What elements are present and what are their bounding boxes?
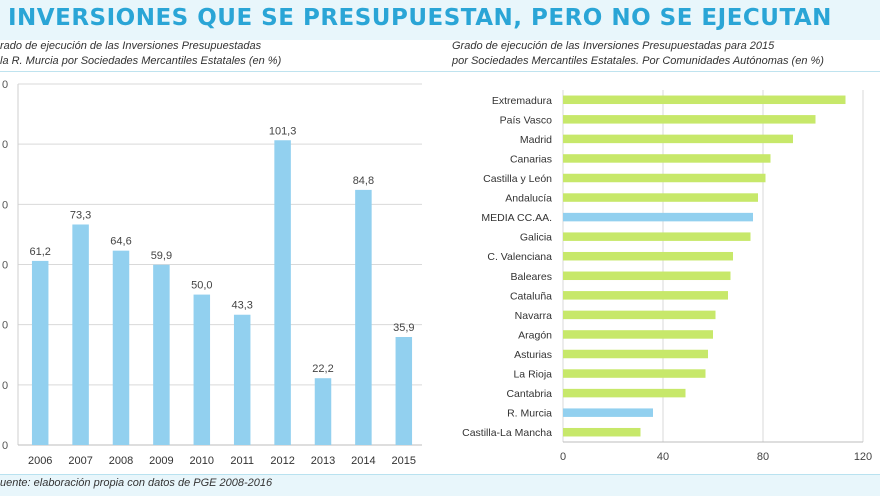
left-y-tick-label: 0 (2, 380, 8, 392)
right-subtitle-line1: Grado de ejecución de las Inversiones Pr… (452, 40, 775, 52)
right-category-label: Castilla y León (483, 173, 552, 185)
right-bar (563, 115, 816, 124)
left-x-tick-label: 2015 (392, 455, 416, 467)
right-chart-subtitle: Grado de ejecución de las Inversiones Pr… (452, 39, 824, 69)
right-x-tick-label: 0 (560, 451, 566, 463)
right-bar (563, 271, 731, 281)
left-x-tick-label: 2014 (351, 455, 375, 467)
left-data-label: 101,3 (269, 125, 297, 137)
right-bar (563, 193, 758, 202)
left-data-label: 50,0 (191, 280, 212, 292)
left-data-label: 22,2 (312, 363, 333, 375)
left-x-tick-label: 2013 (311, 455, 335, 467)
subtitle-divider (0, 71, 880, 72)
left-x-tick-label: 2009 (149, 455, 173, 467)
right-bar (563, 251, 733, 261)
right-category-label: Navarra (515, 310, 553, 322)
right-bar (563, 369, 706, 378)
right-bar (563, 232, 751, 241)
right-category-label: Cataluña (510, 290, 552, 302)
left-chart-subtitle: rado de ejecución de las Inversiones Pre… (0, 39, 281, 69)
left-data-label: 73,3 (70, 209, 91, 221)
right-category-label: Canarias (510, 153, 552, 165)
right-x-tick-label: 40 (657, 451, 669, 463)
right-category-label: Andalucía (505, 193, 552, 205)
left-y-tick-label: 0 (2, 440, 8, 452)
right-x-tick-label: 120 (854, 451, 872, 463)
left-x-tick-label: 2012 (270, 455, 294, 467)
right-category-label: Extremadura (492, 95, 552, 107)
page-title: INVERSIONES QUE SE PRESUPUESTAN, PERO NO… (8, 5, 832, 31)
left-x-tick-label: 2006 (28, 455, 52, 467)
right-bar (563, 134, 793, 144)
left-bar (314, 378, 332, 445)
left-bar (274, 140, 291, 445)
right-category-label: Asturias (514, 349, 552, 361)
left-bar (153, 264, 170, 445)
right-category-label: Baleares (511, 271, 552, 283)
right-bar (563, 330, 713, 339)
left-data-label: 84,8 (353, 175, 374, 187)
left-x-tick-label: 2011 (230, 455, 254, 467)
left-subtitle-line2: la R. Murcia por Sociedades Mercantiles … (0, 55, 282, 67)
left-y-tick-label: 0 (2, 260, 8, 272)
right-category-label: Cantabria (506, 388, 552, 400)
left-bar (355, 189, 372, 445)
left-bar (395, 337, 413, 445)
right-bar-chart: 0 40 80 120 Extremadura País Vasco Madrid Canar… (462, 90, 872, 463)
left-x-tick-label: 2010 (190, 455, 214, 467)
right-bar (563, 291, 728, 300)
right-category-label: Aragón (518, 329, 552, 341)
right-category-label: Galicia (520, 232, 552, 244)
right-category-label: Madrid (520, 134, 552, 146)
left-bar (193, 294, 211, 445)
source-note: uente: elaboración propia con datos de P… (0, 477, 273, 489)
right-subtitle-line2: por Sociedades Mercantiles Estatales. Po… (452, 55, 824, 67)
left-y-tick-label: 0 (2, 199, 8, 211)
left-data-label: 64,6 (110, 236, 131, 248)
left-subtitle-line1: rado de ejecución de las Inversiones Pre… (0, 40, 262, 52)
left-data-label: 61,2 (29, 246, 50, 258)
right-category-label: La Rioja (513, 369, 552, 381)
right-bar (563, 154, 771, 163)
left-y-tick-label: 0 (2, 79, 8, 91)
right-bar (563, 310, 716, 320)
right-x-tick-label: 80 (757, 451, 769, 463)
right-bar (563, 173, 766, 183)
left-y-tick-label: 0 (2, 139, 8, 151)
right-bar (563, 408, 653, 417)
right-category-label: R. Murcia (507, 408, 552, 420)
right-bar (563, 427, 641, 437)
left-bar (31, 260, 49, 445)
right-category-label: MEDIA CC.AA. (481, 212, 552, 224)
left-x-tick-label: 2007 (68, 455, 92, 467)
left-bar (233, 314, 251, 445)
right-bar (563, 95, 846, 105)
right-bar (563, 349, 708, 359)
footer-band (0, 474, 880, 496)
left-bar (112, 250, 130, 445)
left-x-tick-label: 2008 (109, 455, 133, 467)
right-category-label: Castilla-La Mancha (462, 427, 552, 439)
left-data-label: 35,9 (393, 322, 414, 334)
right-bar (563, 388, 686, 398)
left-data-label: 59,9 (151, 250, 172, 262)
right-category-label: País Vasco (500, 114, 552, 126)
left-data-label: 43,3 (231, 300, 252, 312)
right-category-label: C. Valenciana (487, 251, 552, 263)
left-y-tick-label: 0 (2, 320, 8, 332)
left-bar (72, 224, 89, 445)
left-bar-chart: 0 0 0 0 0 0 0 61,2 2006 73,3 2007 64,6 2008 59,9 2009 5… (2, 79, 422, 467)
header-band (0, 0, 880, 40)
right-bar (563, 212, 753, 222)
